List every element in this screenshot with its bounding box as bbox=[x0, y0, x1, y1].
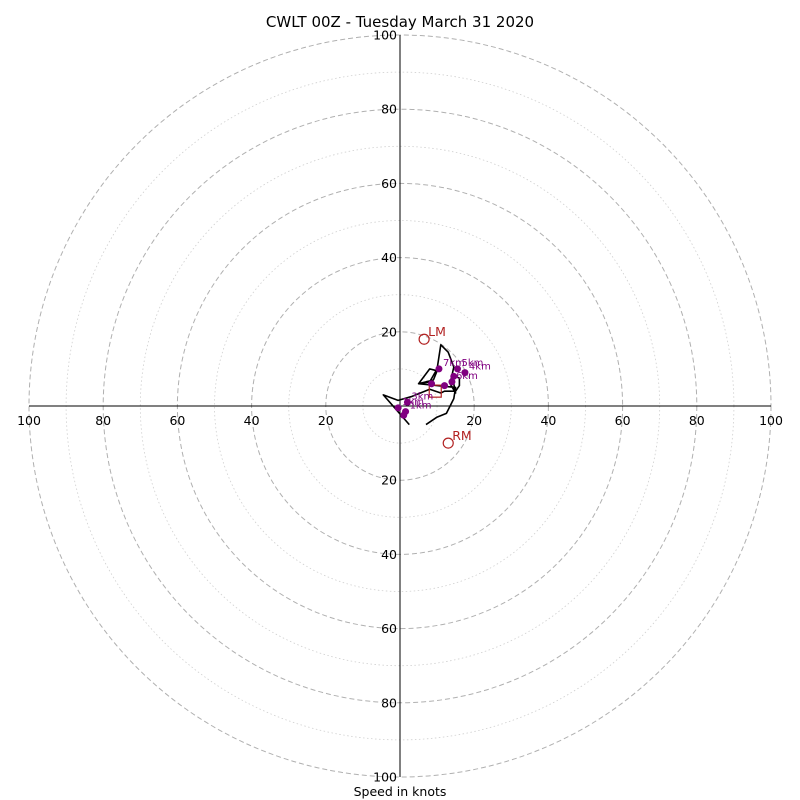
x-tick-label: 20 bbox=[466, 413, 482, 428]
y-tick-label: 60 bbox=[381, 621, 397, 636]
height-point bbox=[448, 378, 456, 386]
y-tick-label: 60 bbox=[381, 176, 397, 191]
y-tick-label: 20 bbox=[381, 473, 397, 488]
y-tick-label: 100 bbox=[373, 770, 397, 785]
storm-motion-label: RM bbox=[452, 428, 471, 443]
height-point-label: 1km bbox=[410, 401, 432, 412]
axis-tick-labels: 100 100 100 100 80 80 80 80 60 60 60 60 40 40 40 40 20 20… bbox=[17, 28, 783, 785]
height-point bbox=[454, 365, 462, 373]
height-point bbox=[428, 380, 436, 388]
height-point bbox=[441, 382, 449, 390]
y-tick-label: 40 bbox=[381, 250, 397, 265]
height-point bbox=[461, 369, 469, 377]
x-tick-label: 80 bbox=[689, 413, 705, 428]
hodograph-trace bbox=[382, 344, 461, 426]
height-point-label: 6km bbox=[456, 371, 478, 382]
height-point-label: 7km bbox=[443, 358, 465, 369]
height-point-label: 1km bbox=[402, 397, 424, 408]
y-tick-label: 80 bbox=[381, 102, 397, 117]
x-tick-label: 100 bbox=[17, 413, 41, 428]
height-point-label: 3km bbox=[411, 391, 433, 402]
chart-title: CWLT 00Z - Tuesday March 31 2020 bbox=[266, 13, 534, 31]
height-point bbox=[403, 398, 411, 406]
x-tick-label: 40 bbox=[540, 413, 556, 428]
storm-motion-markers: LM RM bbox=[418, 324, 472, 449]
x-tick-label: 60 bbox=[169, 413, 185, 428]
y-tick-label: 20 bbox=[381, 324, 397, 339]
height-point bbox=[394, 404, 402, 412]
x-tick-label: 80 bbox=[95, 413, 111, 428]
y-tick-label: 40 bbox=[381, 547, 397, 562]
storm-motion-label: LM bbox=[428, 324, 446, 339]
y-tick-label: 80 bbox=[381, 695, 397, 710]
height-point bbox=[400, 411, 408, 419]
x-axis-label: Speed in knots bbox=[354, 784, 447, 799]
x-tick-label: 60 bbox=[615, 413, 631, 428]
y-tick-label: 100 bbox=[373, 28, 397, 43]
x-tick-label: 100 bbox=[759, 413, 783, 428]
storm-motion-lm-marker bbox=[418, 333, 430, 345]
x-tick-label: 20 bbox=[318, 413, 334, 428]
height-point-label: 5km bbox=[462, 358, 484, 369]
hodograph-line bbox=[382, 344, 461, 426]
height-point bbox=[435, 365, 443, 373]
height-point-label: 4km bbox=[469, 362, 491, 373]
height-point bbox=[450, 372, 458, 380]
x-tick-label: 40 bbox=[244, 413, 260, 428]
mean-wind-marker bbox=[428, 384, 442, 398]
storm-motion-rm-marker bbox=[442, 437, 454, 449]
